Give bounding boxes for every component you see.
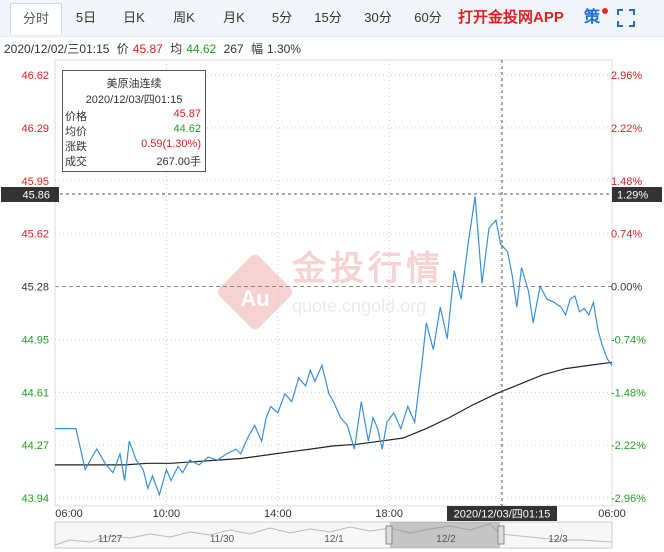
navigator-date-label: 12/2 xyxy=(436,534,456,545)
quote-datetime: 2020/12/02/三01:15 xyxy=(4,42,110,56)
tab-5-day[interactable]: 5日 xyxy=(75,10,97,25)
y-tick-label: 44.61 xyxy=(21,387,49,399)
tab-weekly-k[interactable]: 周K xyxy=(173,10,195,25)
navigator-selection[interactable] xyxy=(390,522,500,548)
fullscreen-icon[interactable] xyxy=(617,9,635,27)
y-tick-label: 44.95 xyxy=(21,334,49,346)
x-tick-label: 22:00 xyxy=(487,508,515,520)
pct-tick-label: 1.48% xyxy=(611,176,642,188)
tooltip-row-value: 267.00手 xyxy=(156,156,201,168)
crosshair-price-label: 45.86 xyxy=(22,190,50,202)
navigator-date-label: 11/30 xyxy=(210,534,235,545)
crosshair-pct-box xyxy=(612,187,662,202)
navigator-date-label: 12/1 xyxy=(324,534,344,545)
y-tick-label: 44.27 xyxy=(21,440,49,452)
tooltip-row-label: 均价 xyxy=(65,126,87,138)
tooltip-row: 涨跌 0.59(1.30%) xyxy=(65,138,201,153)
pct-tick-label: -1.48% xyxy=(611,387,646,399)
crosshair-pct-label: 1.29% xyxy=(617,190,648,202)
y-tick-label: 43.94 xyxy=(21,493,49,505)
navigator-date-label: 11/27 xyxy=(98,534,123,545)
pct-tick-label: 0.74% xyxy=(611,229,642,241)
range-navigator[interactable]: 11/27 11/30 12/1 12/2 12/3 xyxy=(54,521,613,549)
open-app-link[interactable]: 打开金投网APP xyxy=(458,9,564,26)
x-tick-label: 18:00 xyxy=(375,508,403,520)
navigator-track xyxy=(54,521,613,549)
period-tab-bar: 分时 5日 日K 周K 月K 5分 15分 30分 60分 打开金投网APP 策 xyxy=(0,0,664,37)
tooltip-row-label: 成交 xyxy=(65,156,87,168)
change-value: 1.30% xyxy=(266,42,301,56)
tooltip-row-value: 44.62 xyxy=(173,123,201,135)
tab-60-min[interactable]: 60分 xyxy=(414,10,442,25)
x-tick-label: 06:00 xyxy=(598,508,626,520)
y-tick-label: 46.29 xyxy=(21,123,49,135)
price-value: 45.87 xyxy=(132,42,163,56)
y-tick-label: 45.28 xyxy=(21,282,49,294)
tooltip-row-value: 0.59(1.30%) xyxy=(141,138,201,150)
price-series-line xyxy=(55,196,613,497)
x-tick-label: 10:00 xyxy=(153,508,181,520)
tab-15-min[interactable]: 15分 xyxy=(314,10,342,25)
data-tooltip: 美原油连续 2020/12/03/四01:15 价格 45.87 均价 44.6… xyxy=(62,70,206,172)
y-tick-label: 45.62 xyxy=(21,229,49,241)
tooltip-title: 美原油连续 xyxy=(106,78,162,90)
tooltip-row-label: 涨跌 xyxy=(65,141,87,153)
tab-30-min[interactable]: 30分 xyxy=(364,10,392,25)
quote-info-bar: 2020/12/02/三01:15 价 45.87 均 44.62 267 幅 1.3… xyxy=(4,40,305,57)
tab-monthly-k[interactable]: 月K xyxy=(223,10,245,25)
watermark-url: quote.cngold.org xyxy=(292,296,426,316)
navigator-date-label: 12/3 xyxy=(548,534,568,545)
volume-value: 267 xyxy=(223,42,244,56)
tooltip-row: 均价 44.62 xyxy=(65,123,201,138)
notification-dot xyxy=(602,8,608,14)
x-tick-label: 06:00 xyxy=(55,508,83,520)
tooltip-time: 2020/12/03/四01:15 xyxy=(85,94,183,106)
avg-series-line xyxy=(55,361,613,466)
crosshair-time-label: 2020/12/03/四01:15 xyxy=(454,509,551,521)
change-label: 幅 xyxy=(250,42,263,56)
navigator-series xyxy=(54,523,613,546)
tooltip-row: 价格 45.87 xyxy=(65,108,201,123)
tab-5-min[interactable]: 5分 xyxy=(271,10,293,25)
y-tick-label: 45.95 xyxy=(21,176,49,188)
navigator-right-handle[interactable] xyxy=(497,525,505,545)
pct-tick-label: -2.22% xyxy=(611,440,646,452)
navigator-left-handle[interactable] xyxy=(385,525,393,545)
crosshair-time-box xyxy=(447,506,557,521)
pct-tick-label: -0.74% xyxy=(611,334,646,346)
tooltip-row-label: 价格 xyxy=(65,111,87,123)
pct-tick-label: -2.96% xyxy=(611,493,646,505)
tooltip-row: 成交 267.00手 xyxy=(65,153,201,168)
tooltip-row-value: 45.87 xyxy=(173,108,201,120)
watermark-logo: Au xyxy=(240,286,269,311)
pct-tick-label: 2.22% xyxy=(611,123,642,135)
crosshair-price-box xyxy=(1,187,59,202)
y-tick-label: 46.62 xyxy=(21,70,49,82)
price-label: 价 xyxy=(116,42,129,56)
strategy-button[interactable]: 策 xyxy=(584,9,601,26)
pct-tick-label: 0.00% xyxy=(611,282,642,294)
watermark-text: 金投行情 xyxy=(291,249,444,288)
avg-label: 均 xyxy=(170,42,183,56)
x-tick-label: 14:00 xyxy=(264,508,292,520)
avg-value: 44.62 xyxy=(186,42,217,56)
tab-intraday[interactable]: 分时 xyxy=(10,3,62,34)
tab-daily-k[interactable]: 日K xyxy=(123,10,145,25)
pct-tick-label: 2.96% xyxy=(611,70,642,82)
watermark: Au 金投行情 quote.cngold.org xyxy=(217,249,444,330)
